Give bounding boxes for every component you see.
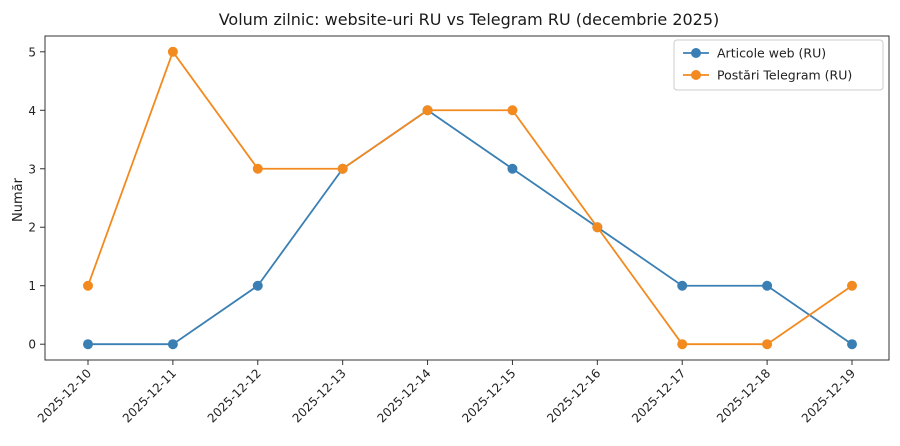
legend-label: Postări Telegram (RU)	[717, 68, 852, 83]
x-tick-label: 2025-12-10	[35, 366, 94, 425]
series-line-1	[87, 49, 853, 346]
y-tick-label: 0	[28, 338, 36, 352]
x-tick-label: 2025-12-14	[374, 366, 433, 425]
y-axis-label: Număr	[11, 177, 26, 222]
x-tick-label: 2025-12-11	[120, 366, 179, 425]
data-point	[847, 339, 857, 350]
series-line-0	[88, 109, 853, 346]
legend-box	[673, 39, 884, 91]
legend-label: Articole web (RU)	[717, 46, 826, 61]
chart-title: Volum zilnic: website-uri RU vs Telegram…	[219, 10, 720, 29]
y-axis: 0 1 2 3 4 5	[28, 45, 45, 352]
y-tick-label: 2	[28, 221, 36, 235]
data-point	[167, 46, 178, 57]
x-axis: 2025-12-10 2025-12-11 2025-12-12 2025-12-13…	[35, 360, 858, 425]
x-tick-label: 2025-12-17	[629, 366, 688, 425]
data-point	[83, 339, 93, 350]
data-point	[677, 339, 688, 350]
legend: Articole web (RU) Postări Telegram (RU)	[673, 39, 884, 91]
y-tick-label: 4	[28, 104, 36, 118]
data-point	[167, 339, 178, 350]
legend-marker	[691, 48, 701, 58]
plot-frame	[44, 35, 890, 361]
data-point	[83, 280, 93, 291]
series-layer	[83, 46, 857, 350]
data-point	[337, 163, 348, 174]
x-tick-label: 2025-12-16	[544, 366, 603, 425]
y-tick-label: 3	[28, 162, 36, 176]
x-tick-label: 2025-12-15	[459, 366, 518, 425]
x-tick-label: 2025-12-18	[714, 366, 773, 425]
data-point	[677, 280, 688, 291]
x-tick-label: 2025-12-19	[799, 366, 858, 425]
legend-marker	[691, 70, 701, 80]
y-tick-label: 1	[28, 279, 36, 293]
y-tick-label: 5	[28, 45, 36, 59]
data-point	[592, 222, 603, 233]
data-point	[507, 163, 518, 174]
data-point	[507, 105, 518, 116]
data-point	[762, 339, 773, 350]
data-point	[252, 280, 263, 291]
data-point	[762, 280, 773, 291]
x-tick-label: 2025-12-13	[290, 366, 349, 425]
data-point	[847, 280, 857, 291]
x-tick-label: 2025-12-12	[205, 366, 264, 425]
data-point	[422, 105, 433, 116]
data-point	[252, 163, 263, 174]
